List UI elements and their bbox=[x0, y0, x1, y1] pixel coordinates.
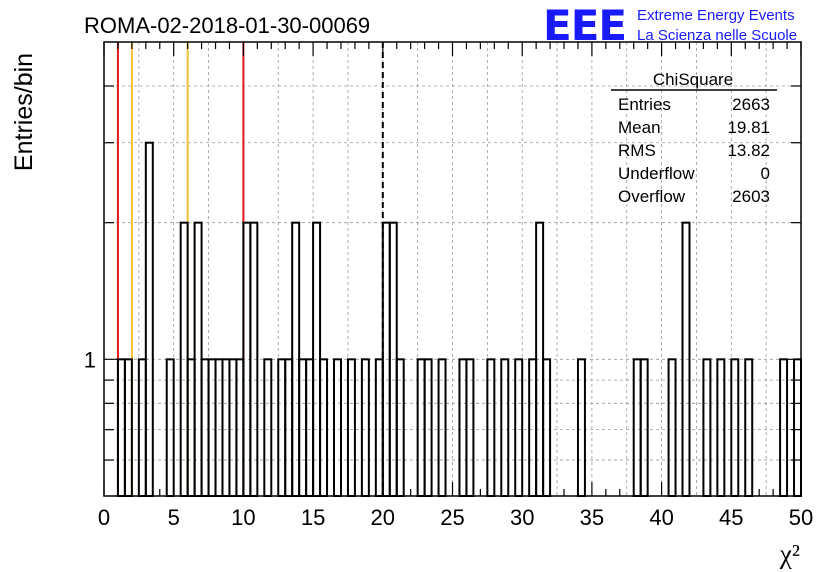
x-tick-label: 30 bbox=[510, 505, 534, 530]
org-tagline: La Scienza nelle Scuole bbox=[637, 27, 797, 44]
histogram-bins bbox=[116, 141, 803, 497]
stats-value: 0 bbox=[761, 164, 770, 183]
x-tick-label: 45 bbox=[719, 505, 743, 530]
x-tick-label: 10 bbox=[231, 505, 255, 530]
stats-box: ChiSquare Entries 2663 Mean 19.81 RMS 13.82 Un… bbox=[611, 70, 777, 206]
x-tick-label: 0 bbox=[98, 505, 110, 530]
y-axis-title: Entries/bin bbox=[10, 53, 38, 171]
stats-label: Entries bbox=[618, 95, 671, 114]
x-tick-label: 50 bbox=[789, 505, 813, 530]
run-title: ROMA-02-2018-01-30-00069 bbox=[84, 13, 370, 38]
tick-labels: 0 5 10 15 20 25 30 35 40 45 50 1 bbox=[84, 347, 813, 530]
x-tick-label: 35 bbox=[580, 505, 604, 530]
stats-title: ChiSquare bbox=[653, 70, 733, 89]
x-tick-label: 25 bbox=[440, 505, 464, 530]
x-tick-label: 5 bbox=[168, 505, 180, 530]
org-name: Extreme Energy Events bbox=[637, 7, 795, 24]
x-tick-label: 15 bbox=[301, 505, 325, 530]
x-axis-title: χ² bbox=[779, 539, 800, 569]
stats-value: 2663 bbox=[732, 95, 770, 114]
stats-value: 2603 bbox=[732, 187, 770, 206]
stats-label: Underflow bbox=[618, 164, 695, 183]
x-tick-label: 40 bbox=[649, 505, 673, 530]
histogram-bin bbox=[144, 141, 154, 497]
x-tick-label: 20 bbox=[371, 505, 395, 530]
y-tick-label: 1 bbox=[84, 347, 96, 372]
stats-label: RMS bbox=[618, 141, 656, 160]
stats-label: Mean bbox=[618, 118, 661, 137]
stats-value: 19.81 bbox=[727, 118, 770, 137]
axis-ticks bbox=[103, 42, 802, 496]
stats-value: 13.82 bbox=[727, 141, 770, 160]
stats-label: Overflow bbox=[618, 187, 686, 206]
